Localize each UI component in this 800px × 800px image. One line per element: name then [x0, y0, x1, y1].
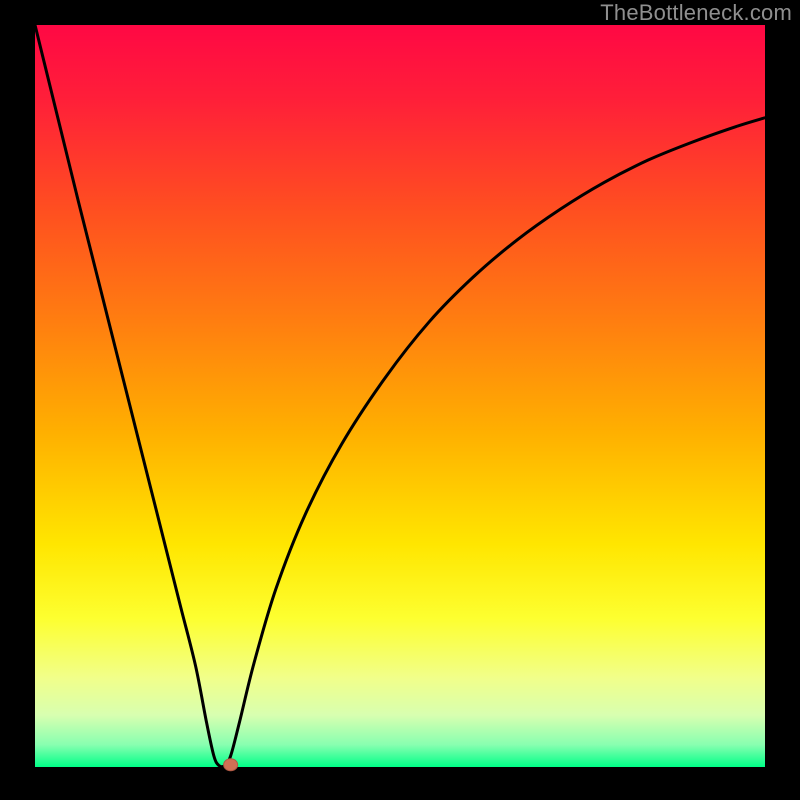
chart-stage: TheBottleneck.com	[0, 0, 800, 800]
chart-svg	[0, 0, 800, 800]
plot-area	[35, 25, 765, 767]
watermark-text: TheBottleneck.com	[600, 0, 792, 26]
optimal-point-marker	[224, 759, 238, 771]
